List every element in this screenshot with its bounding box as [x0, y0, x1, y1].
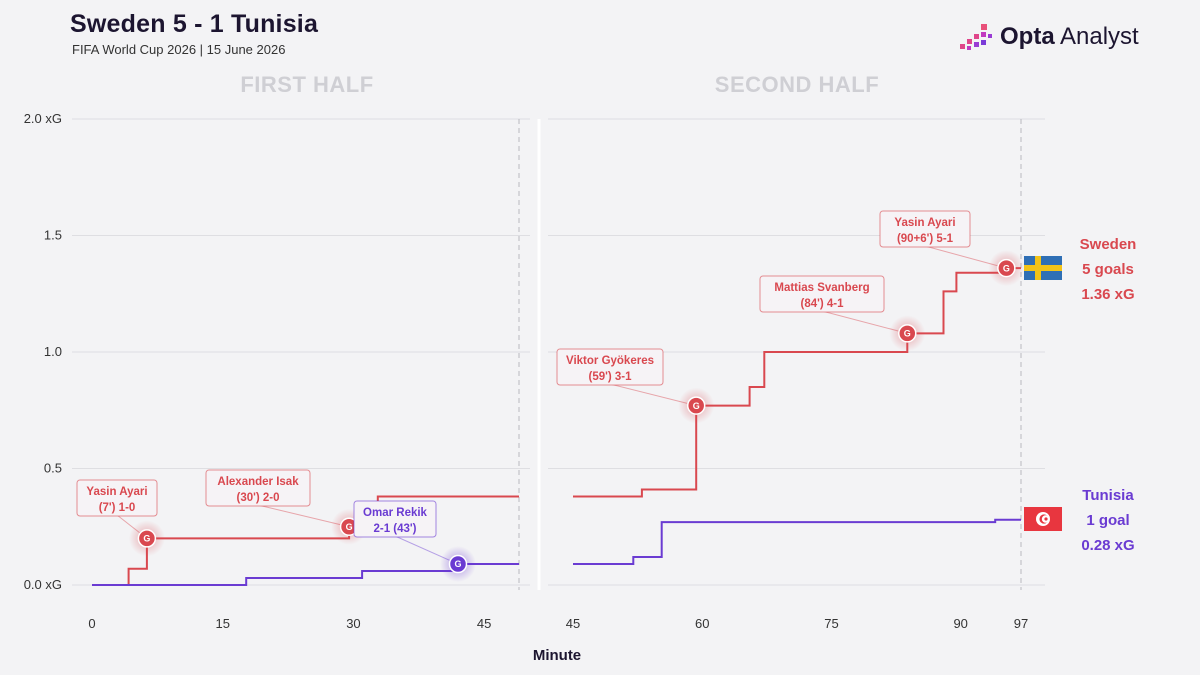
brand-logo: Opta Analyst: [958, 20, 1139, 54]
panel-title: FIRST HALF: [240, 72, 373, 97]
brand-name: Opta Analyst: [1000, 23, 1139, 50]
goal-annotation-box: [76, 479, 158, 517]
team-goals-label: 5 goals: [1082, 261, 1134, 278]
team-xg-label: 1.36 xG: [1081, 286, 1134, 303]
goal-marker-letter: G: [693, 401, 700, 411]
goal-marker: [997, 258, 1016, 278]
x-tick-label: 0: [88, 616, 95, 631]
goal-minute-label: (59') 3-1: [588, 371, 632, 383]
team-goals-label: 1 goal: [1086, 512, 1129, 529]
team-name-label: Tunisia: [1082, 487, 1134, 504]
goal-marker-letter: G: [904, 329, 911, 339]
goal-annotation-box: [879, 210, 971, 248]
y-tick-label: 1.5: [44, 228, 62, 243]
x-tick-label: 60: [695, 616, 709, 631]
chart-subtitle: FIFA World Cup 2026 | 15 June 2026: [72, 42, 286, 57]
y-tick-label: 0.5: [44, 461, 62, 476]
chart-title: Sweden 5 - 1 Tunisia: [70, 10, 319, 38]
goal-minute-label: 2-1 (43'): [373, 523, 416, 535]
x-tick-label: 97: [1014, 616, 1028, 631]
goal-marker: [686, 396, 706, 415]
opta-logo-icon: [960, 24, 992, 50]
team-name-label: Sweden: [1080, 236, 1137, 253]
x-tick-label: 75: [824, 616, 838, 631]
goal-minute-label: (84') 4-1: [800, 298, 844, 310]
x-axis-label: Minute: [533, 647, 581, 664]
panel-title: SECOND HALF: [715, 72, 879, 97]
goal-scorer-label: Viktor Gyökeres: [566, 355, 654, 367]
goal-annotation-box: [205, 469, 311, 507]
goal-marker-letter: G: [346, 522, 353, 532]
goal-scorer-label: Alexander Isak: [217, 476, 299, 488]
goal-annotation-box: [759, 275, 885, 313]
goal-marker: [448, 554, 468, 574]
y-tick-label: 2.0 xG: [24, 111, 62, 126]
goal-scorer-label: Yasin Ayari: [894, 217, 955, 229]
x-tick-label: 90: [953, 616, 967, 631]
goal-scorer-label: Yasin Ayari: [86, 486, 147, 498]
goal-marker: [898, 324, 917, 343]
goal-marker-letter: G: [143, 534, 150, 544]
series-line-sweden: [573, 267, 1021, 498]
y-tick-label: 1.0: [44, 344, 62, 359]
x-tick-label: 45: [566, 616, 580, 631]
series-line-tunisia: [573, 518, 1021, 565]
goal-scorer-label: Omar Rekik: [363, 507, 428, 519]
goal-minute-label: (7') 1-0: [99, 502, 136, 514]
goal-marker-letter: G: [454, 559, 461, 569]
tunisia-flag-star: [1044, 517, 1048, 521]
goal-minute-label: (90+6') 5-1: [897, 233, 954, 245]
x-tick-label: 15: [215, 616, 229, 631]
team-xg-label: 0.28 xG: [1081, 537, 1134, 554]
goal-scorer-label: Mattias Svanberg: [774, 282, 869, 294]
sweden-flag-cross-h: [1024, 265, 1062, 271]
goal-marker: [137, 529, 157, 548]
goal-annotation-box: [353, 500, 437, 538]
x-tick-label: 45: [477, 616, 491, 631]
x-tick-label: 30: [346, 616, 360, 631]
goal-minute-label: (30') 2-0: [236, 492, 279, 504]
goal-marker-letter: G: [1003, 263, 1010, 273]
y-tick-label: 0.0 xG: [24, 577, 62, 592]
goal-annotation-box: [556, 348, 664, 386]
